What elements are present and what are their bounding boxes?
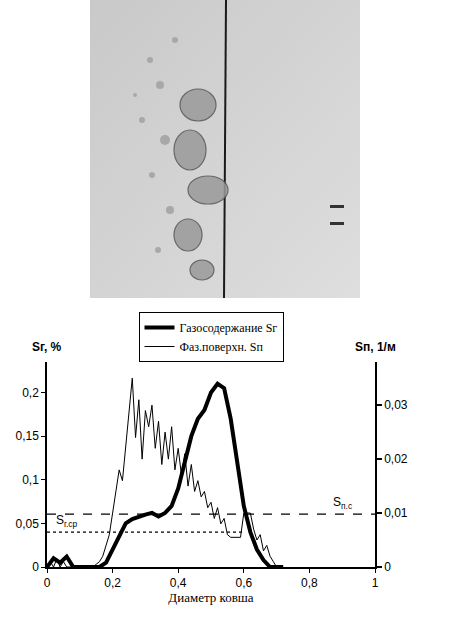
svg-text:0,6: 0,6	[235, 576, 252, 590]
svg-text:0,1: 0,1	[22, 473, 39, 487]
svg-text:0: 0	[32, 560, 39, 574]
svg-text:0,03: 0,03	[384, 398, 408, 412]
svg-text:S​п.с​: S​п.с​	[333, 495, 352, 511]
svg-text:Диаметр ковша: Диаметр ковша	[168, 590, 253, 605]
svg-text:Фаз.поверхн. Sп: Фаз.поверхн. Sп	[180, 340, 264, 354]
svg-text:0: 0	[44, 576, 51, 590]
svg-text:S​г.ср​: S​г.ср​	[56, 513, 78, 529]
svg-text:0,01: 0,01	[384, 506, 408, 520]
svg-text:0: 0	[384, 560, 391, 574]
svg-text:0,2: 0,2	[22, 386, 39, 400]
svg-text:0,4: 0,4	[170, 576, 187, 590]
svg-text:Газосодержание Sг: Газосодержание Sг	[180, 321, 278, 335]
svg-text:Sг, %: Sг, %	[32, 340, 62, 354]
svg-text:0,2: 0,2	[104, 576, 121, 590]
svg-text:0,15: 0,15	[15, 429, 39, 443]
svg-text:Sп, 1/м: Sп, 1/м	[355, 340, 396, 354]
svg-text:0,8: 0,8	[301, 576, 318, 590]
svg-text:0,02: 0,02	[384, 452, 408, 466]
svg-text:1: 1	[372, 576, 379, 590]
svg-text:0,05: 0,05	[15, 517, 39, 531]
